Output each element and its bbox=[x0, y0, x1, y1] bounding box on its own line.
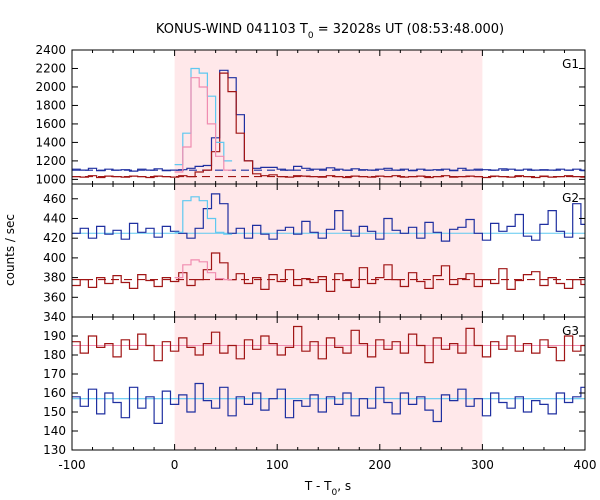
x-tick-label: 100 bbox=[266, 458, 289, 472]
series-g1-pink-3 bbox=[174, 77, 233, 173]
panel-label: G3 bbox=[562, 324, 579, 338]
y-tick-label: 1800 bbox=[35, 98, 66, 112]
y-tick-label: 1600 bbox=[35, 117, 66, 131]
y-tick-label: 140 bbox=[43, 424, 66, 438]
y-tick-label: 130 bbox=[43, 443, 66, 457]
y-tick-label: 380 bbox=[43, 271, 66, 285]
panel-frame-g3 bbox=[71, 316, 586, 451]
y-tick-label: 2000 bbox=[35, 80, 66, 94]
series-g1-red-1 bbox=[72, 72, 585, 179]
x-tick-label: -100 bbox=[58, 458, 85, 472]
y-tick-label: 2200 bbox=[35, 61, 66, 75]
y-tick-label: 1000 bbox=[35, 172, 66, 186]
series-g2-red-1 bbox=[72, 252, 585, 292]
y-tick-label: 1400 bbox=[35, 135, 66, 149]
x-tick-label: 300 bbox=[471, 458, 494, 472]
series-g1-blue-0 bbox=[72, 69, 585, 172]
series-g2-lightblue-2 bbox=[174, 196, 233, 235]
y-tick-label: 150 bbox=[43, 405, 66, 419]
y-tick-label: 340 bbox=[43, 310, 66, 324]
y-tick-label: 1200 bbox=[35, 154, 66, 168]
series-g2-pink-3 bbox=[174, 259, 233, 281]
x-tick-label: 200 bbox=[368, 458, 391, 472]
y-tick-label: 420 bbox=[43, 231, 66, 245]
y-tick-label: 360 bbox=[43, 290, 66, 304]
series-g2-blue-0 bbox=[72, 193, 585, 242]
series-g1-lightblue-2 bbox=[174, 67, 233, 166]
x-axis-label: T - T0, s bbox=[304, 479, 351, 498]
y-tick-label: 440 bbox=[43, 211, 66, 225]
y-tick-label: 180 bbox=[43, 348, 66, 362]
y-tick-label: 170 bbox=[43, 367, 66, 381]
y-tick-label: 190 bbox=[43, 329, 66, 343]
y-tick-label: 160 bbox=[43, 386, 66, 400]
shaded-interval bbox=[174, 50, 483, 450]
x-tick-label: 0 bbox=[171, 458, 179, 472]
series-g3-blue-1 bbox=[72, 382, 585, 424]
y-tick-label: 2400 bbox=[35, 43, 66, 57]
y-axis-label: counts / sec bbox=[3, 214, 17, 286]
x-tick-label: 400 bbox=[574, 458, 597, 472]
series-g3-red-0 bbox=[72, 325, 585, 364]
y-tick-label: 400 bbox=[43, 251, 66, 265]
y-tick-label: 460 bbox=[43, 192, 66, 206]
panel-label: G1 bbox=[562, 57, 579, 71]
panel-g1: 1000 1200 1400 1600 1800 2000 2200 2400 G1 bbox=[35, 43, 586, 186]
panel-g3: 130 140 150 160 170 180 190 G3 bbox=[43, 316, 586, 457]
plot-area: 10001200140016001800200022002400G1340360… bbox=[35, 43, 596, 472]
chart-title: KONUS-WIND 041103 T0 = 32028s UT (08:53:… bbox=[156, 22, 504, 41]
panel-label: G2 bbox=[562, 191, 579, 205]
